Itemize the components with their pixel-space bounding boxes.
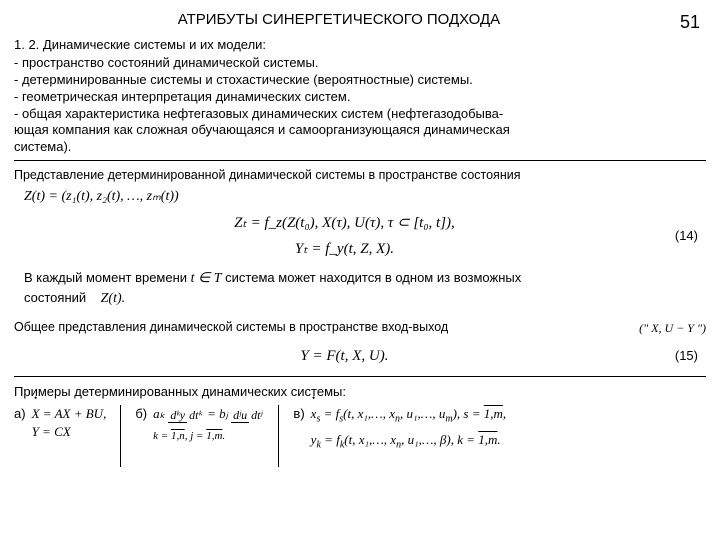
equation-14-line2: Yₜ = f_y(t, Z, X). (14, 239, 675, 259)
examples-title: Примеры детерминированных динамических с… (14, 383, 706, 401)
bullet-list: - пространство состояний динамической си… (14, 55, 706, 156)
subhead-io-space: Общее представления динамической системы… (14, 319, 633, 336)
section-title: 1. 2. Динамические системы и их модели: (14, 36, 706, 54)
moment-text-3: состояний (24, 290, 86, 305)
page-number: 51 (664, 10, 706, 34)
examples-row: а) X = AX + BU, Y = CX б) aₖ dᵏydtᵏ = bⱼ… (14, 405, 706, 467)
equation-15-row: Y = F(t, X, U). (15) (14, 340, 706, 372)
bullet-line: - геометрическая интерпретация динамичес… (14, 89, 706, 106)
moment-math-Zt: Z(t). (101, 291, 126, 306)
bullet-line: ющая компания как сложная обучающаяся и … (14, 122, 706, 139)
example-b-eq: aₖ dᵏydtᵏ = bⱼ dʲudtʲ (153, 405, 264, 423)
example-c: в) xs = fs(t, x₁,…, xn, u₁,…, um), s = 1… (293, 405, 506, 452)
moment-paragraph: В каждый момент времени t ∈ T система мо… (24, 269, 706, 309)
example-c-label: в) (293, 405, 304, 423)
bullet-line: - пространство состояний динамической си… (14, 55, 706, 72)
bullet-line: - детерминированные системы и стохастиче… (14, 72, 706, 89)
divider (14, 376, 706, 377)
example-b-range: k = 1,n, j = 1,m. (153, 429, 264, 444)
equation-14-row: Zₜ = f_z(Z(t₀), X(τ), U(τ), τ ⊂ [t₀, t])… (14, 207, 706, 266)
example-c-line2: yk = fk(t, x₁,…, xn, u₁,…, β), k = 1,m. (311, 431, 506, 453)
moment-text-2: система может находится в одном из возмо… (225, 270, 521, 285)
equation-14-number: (14) (675, 227, 706, 245)
page-title: АТРИБУТЫ СИНЕРГЕТИЧЕСКОГО ПОДХОДА (14, 10, 664, 30)
moment-math-tT: t ∈ T (191, 271, 222, 286)
divider (14, 160, 706, 161)
equation-14-line1: Zₜ = f_z(Z(t₀), X(τ), U(τ), τ ⊂ [t₀, t])… (14, 213, 675, 233)
bullet-line: - общая характеристика нефтегазовых дина… (14, 106, 706, 123)
example-a: а) X = AX + BU, Y = CX (14, 405, 106, 441)
example-c-line1: xs = fs(t, x₁,…, xn, u₁,…, um), s = 1,m, (311, 405, 506, 427)
example-b-label: б) (135, 405, 147, 423)
subhead-state-space: Представление детерминированной динамиче… (14, 167, 706, 184)
separator-bar (278, 405, 279, 467)
eq-Z-definition: Z(t) = (z₁(t), z₂(t), …, zₘ(t)) (24, 188, 706, 207)
separator-bar (120, 405, 121, 467)
example-b: б) aₖ dᵏydtᵏ = bⱼ dʲudtʲ k = 1,n, j = 1,… (135, 405, 264, 445)
moment-text-1: В каждый момент времени (24, 270, 187, 285)
example-a-line2: Y = CX (32, 423, 107, 441)
bullet-line: система). (14, 139, 706, 156)
equation-15-number: (15) (675, 347, 706, 365)
example-a-label: а) (14, 405, 26, 423)
io-space-notation: (" X, U − Y ") (639, 320, 706, 336)
example-a-line1: X = AX + BU, (32, 405, 107, 423)
equation-15: Y = F(t, X, U). (14, 346, 675, 366)
